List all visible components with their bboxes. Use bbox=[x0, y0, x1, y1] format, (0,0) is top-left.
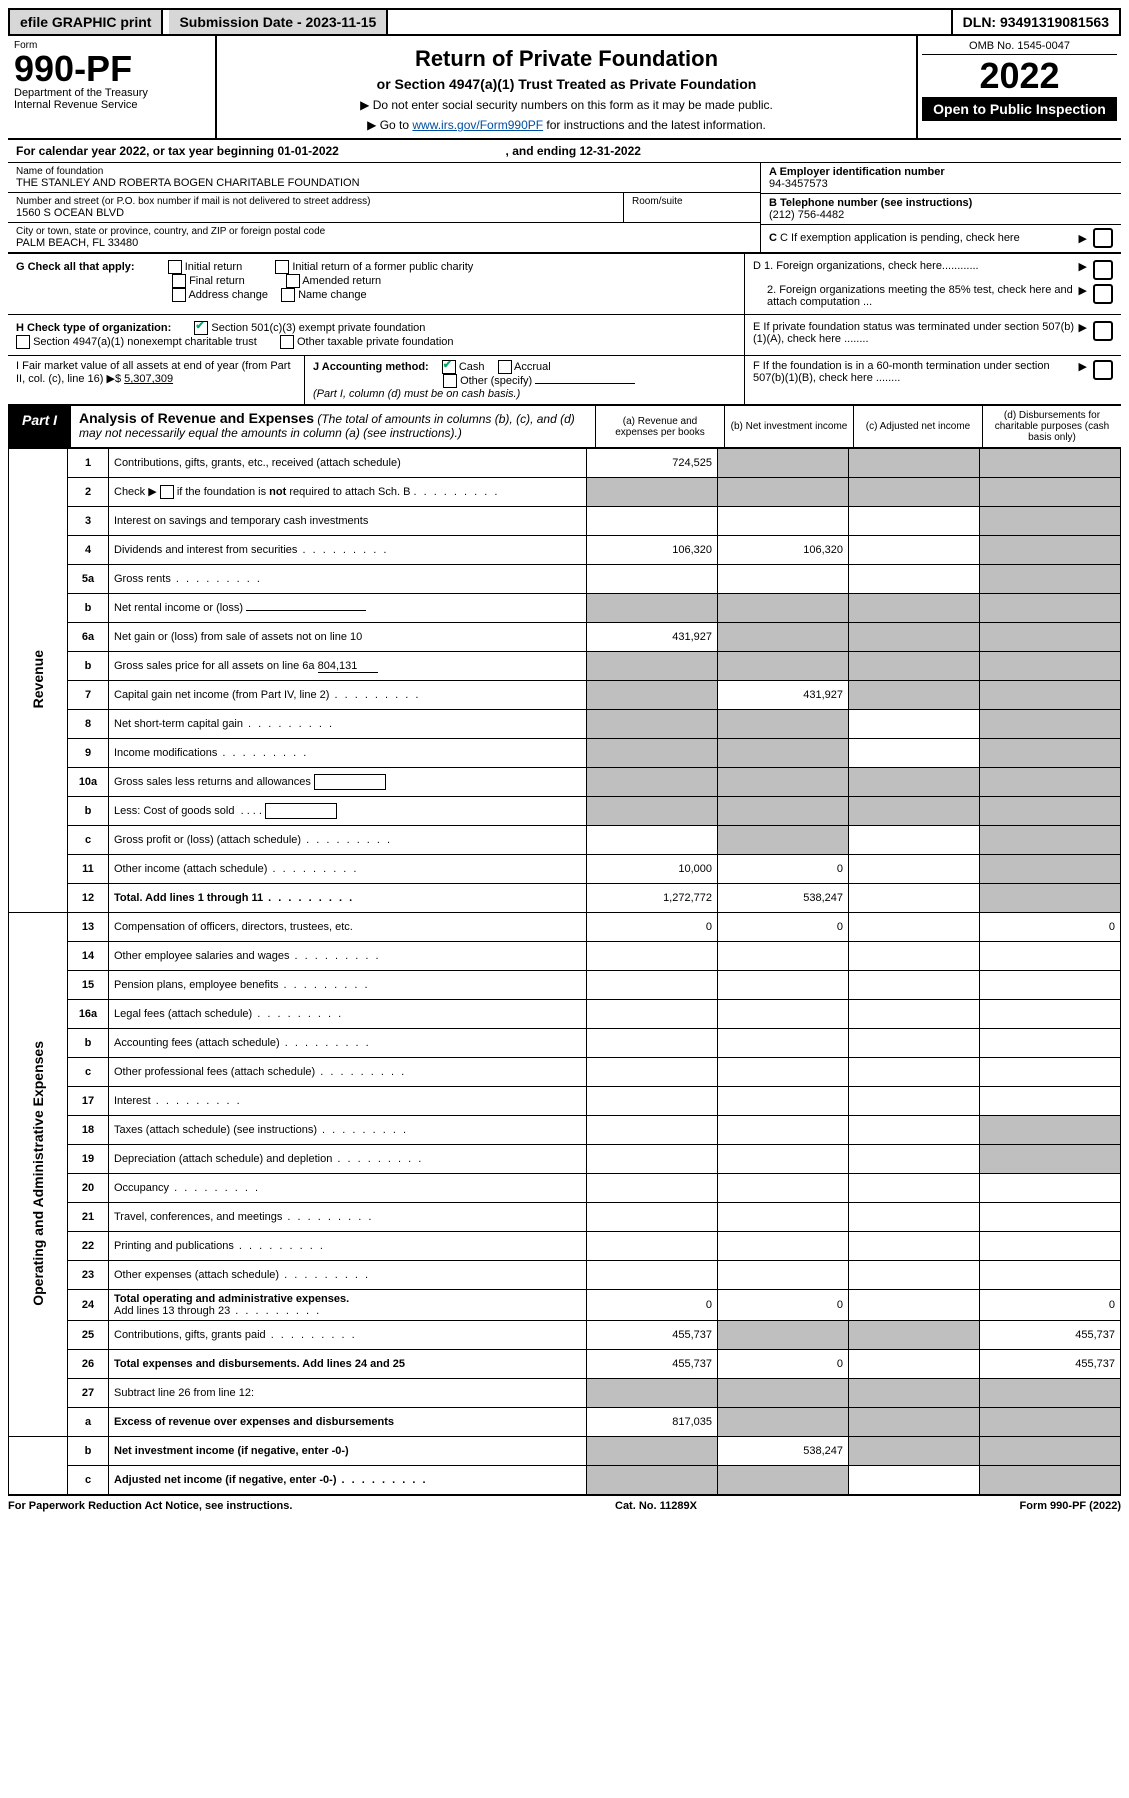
omb-number: OMB No. 1545-0047 bbox=[922, 40, 1117, 55]
4947a1-checkbox[interactable] bbox=[16, 335, 30, 349]
col-c-header: (c) Adjusted net income bbox=[853, 406, 982, 447]
j-section: J Accounting method: Cash Accrual Other … bbox=[305, 356, 745, 404]
header-center: Return of Private Foundation or Section … bbox=[217, 36, 916, 138]
revenue-side-label: Revenue bbox=[9, 449, 68, 913]
telephone: B Telephone number (see instructions) (2… bbox=[761, 194, 1121, 225]
initial-former-checkbox[interactable] bbox=[275, 260, 289, 274]
amended-return-checkbox[interactable] bbox=[286, 274, 300, 288]
expenses-side-label: Operating and Administrative Expenses bbox=[9, 913, 68, 1437]
form-ref: Form 990-PF (2022) bbox=[1020, 1500, 1121, 1512]
e-section: E If private foundation status was termi… bbox=[744, 315, 1121, 355]
form-title: Return of Private Foundation bbox=[223, 46, 910, 72]
part1-title: Analysis of Revenue and Expenses (The to… bbox=[71, 406, 595, 447]
address-change-checkbox[interactable] bbox=[172, 288, 186, 302]
revenue-expense-table: Revenue 1 Contributions, gifts, grants, … bbox=[8, 448, 1121, 1495]
irs: Internal Revenue Service bbox=[14, 99, 209, 111]
col-b-header: (b) Net investment income bbox=[724, 406, 853, 447]
tax-year: 2022 bbox=[922, 55, 1117, 97]
form-subtitle: or Section 4947(a)(1) Trust Treated as P… bbox=[223, 76, 910, 92]
header-right: OMB No. 1545-0047 2022 Open to Public In… bbox=[916, 36, 1121, 138]
cat-no: Cat. No. 11289X bbox=[615, 1500, 697, 1512]
f-checkbox[interactable] bbox=[1093, 360, 1113, 380]
i-j-f-section: I Fair market value of all assets at end… bbox=[8, 356, 1121, 406]
d-section: D 1. Foreign organizations, check here..… bbox=[744, 254, 1121, 314]
final-return-checkbox[interactable] bbox=[172, 274, 186, 288]
note-link: ▶ Go to www.irs.gov/Form990PF for instru… bbox=[223, 118, 910, 132]
room-suite: Room/suite bbox=[623, 193, 760, 223]
submission-date: Submission Date - 2023-11-15 bbox=[169, 10, 388, 34]
h-e-section: H Check type of organization: Section 50… bbox=[8, 315, 1121, 356]
g-section: G Check all that apply: Initial return I… bbox=[8, 254, 744, 314]
note-ssn: ▶ Do not enter social security numbers o… bbox=[223, 98, 910, 112]
dln: DLN: 93491319081563 bbox=[951, 10, 1119, 34]
other-method-checkbox[interactable] bbox=[443, 374, 457, 388]
g-d-section: G Check all that apply: Initial return I… bbox=[8, 254, 1121, 315]
header-left: Form 990-PF Department of the Treasury I… bbox=[8, 36, 217, 138]
ein: A Employer identification number 94-3457… bbox=[761, 163, 1121, 194]
d2-checkbox[interactable] bbox=[1093, 284, 1113, 304]
form-link[interactable]: www.irs.gov/Form990PF bbox=[412, 118, 543, 132]
calendar-year-row: For calendar year 2022, or tax year begi… bbox=[8, 140, 1121, 163]
f-section: F If the foundation is in a 60-month ter… bbox=[745, 356, 1121, 404]
topbar: efile GRAPHIC print Submission Date - 20… bbox=[8, 8, 1121, 36]
cash-checkbox[interactable] bbox=[442, 360, 456, 374]
city-state-zip: City or town, state or province, country… bbox=[8, 223, 760, 252]
h-section: H Check type of organization: Section 50… bbox=[8, 315, 744, 355]
accrual-checkbox[interactable] bbox=[498, 360, 512, 374]
exemption-pending: C C If exemption application is pending,… bbox=[761, 225, 1121, 251]
schb-checkbox[interactable] bbox=[160, 485, 174, 499]
org-info: Name of foundation THE STANLEY AND ROBER… bbox=[8, 163, 1121, 254]
form-number: 990-PF bbox=[14, 51, 209, 87]
street-address: Number and street (or P.O. box number if… bbox=[8, 193, 623, 223]
i-section: I Fair market value of all assets at end… bbox=[8, 356, 305, 404]
d1-checkbox[interactable] bbox=[1093, 260, 1113, 280]
501c3-checkbox[interactable] bbox=[194, 321, 208, 335]
other-taxable-checkbox[interactable] bbox=[280, 335, 294, 349]
page-footer: For Paperwork Reduction Act Notice, see … bbox=[8, 1495, 1121, 1512]
efile-print-button[interactable]: efile GRAPHIC print bbox=[10, 10, 163, 34]
part1-header: Part I Analysis of Revenue and Expenses … bbox=[8, 406, 1121, 448]
form-header: Form 990-PF Department of the Treasury I… bbox=[8, 36, 1121, 140]
e-checkbox[interactable] bbox=[1093, 321, 1113, 341]
public-inspection: Open to Public Inspection bbox=[922, 97, 1117, 121]
col-a-header: (a) Revenue and expenses per books bbox=[595, 406, 724, 447]
paperwork-notice: For Paperwork Reduction Act Notice, see … bbox=[8, 1500, 292, 1512]
name-change-checkbox[interactable] bbox=[281, 288, 295, 302]
initial-return-checkbox[interactable] bbox=[168, 260, 182, 274]
dept: Department of the Treasury bbox=[14, 87, 209, 99]
foundation-name: Name of foundation THE STANLEY AND ROBER… bbox=[8, 163, 760, 193]
col-d-header: (d) Disbursements for charitable purpose… bbox=[982, 406, 1121, 447]
c-checkbox[interactable] bbox=[1093, 228, 1113, 248]
part1-tab: Part I bbox=[8, 406, 71, 447]
